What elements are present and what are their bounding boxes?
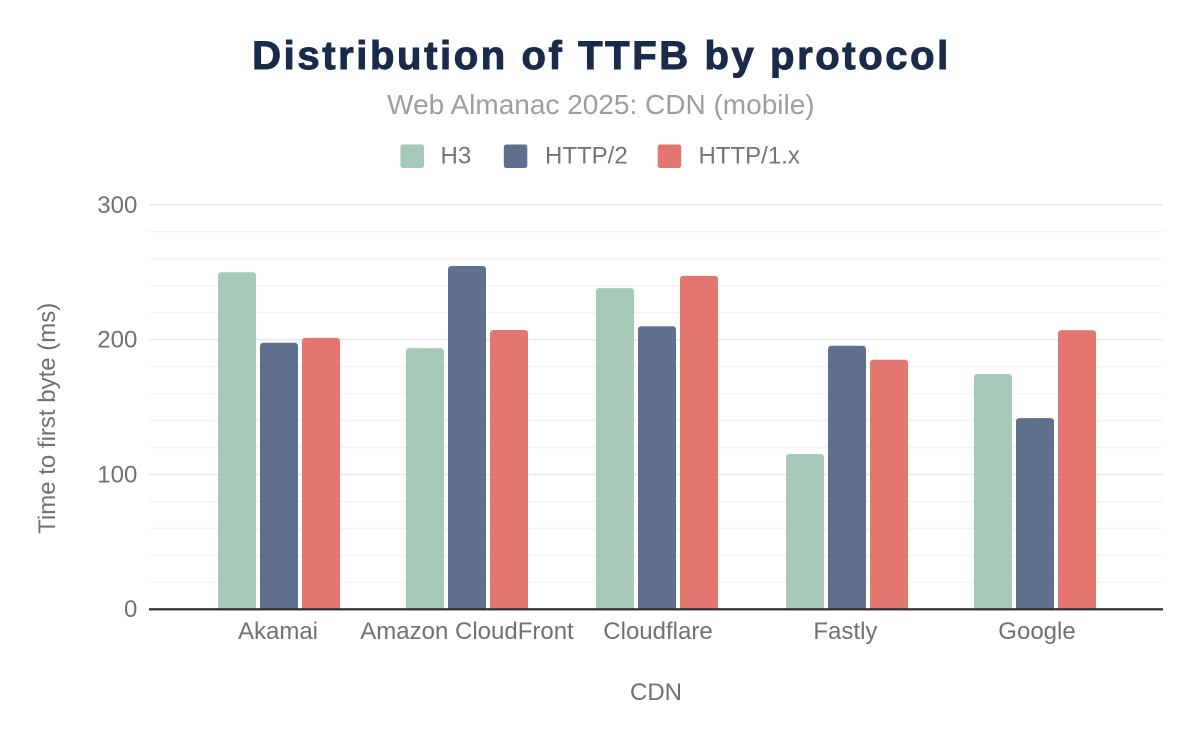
svg-text:Cloudflare: Cloudflare (603, 618, 712, 645)
svg-text:HTTP/2: HTTP/2 (545, 143, 628, 170)
svg-text:Distribution of TTFB by protoc: Distribution of TTFB by protocol (252, 34, 951, 78)
svg-text:H3: H3 (441, 143, 472, 170)
svg-text:Time to first byte (ms): Time to first byte (ms) (34, 303, 61, 534)
svg-text:HTTP/1.x: HTTP/1.x (699, 143, 800, 170)
svg-text:300: 300 (97, 192, 137, 219)
svg-text:Web Almanac 2025: CDN (mobile): Web Almanac 2025: CDN (mobile) (387, 89, 814, 120)
svg-text:CDN: CDN (630, 679, 682, 706)
svg-text:Google: Google (998, 618, 1075, 645)
svg-text:Fastly: Fastly (813, 618, 877, 645)
svg-text:Amazon CloudFront: Amazon CloudFront (360, 618, 574, 645)
svg-text:200: 200 (97, 327, 137, 354)
svg-text:0: 0 (124, 596, 137, 623)
svg-text:100: 100 (97, 461, 137, 488)
svg-text:Akamai: Akamai (238, 618, 318, 645)
